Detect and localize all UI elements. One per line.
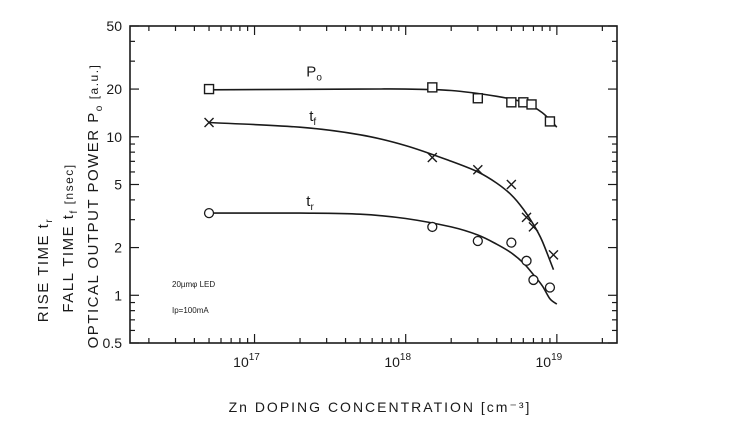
x-tick-label: 1018: [384, 352, 411, 370]
y-axis-label-rise-time: RISE TIME tr: [35, 218, 55, 322]
data-point-tf: [506, 179, 517, 190]
data-point-tr: [203, 207, 215, 219]
fit-curve-tr: [208, 212, 558, 305]
data-point-tr: [528, 274, 539, 286]
plot-area: 50 20 10 5 2 1 0.5 1017 1018 1019 Po tf tr: [103, 18, 618, 370]
fit-curve-po: [208, 88, 558, 128]
y-tick-label: 50: [106, 18, 122, 34]
data-point-tr: [544, 282, 556, 293]
data-point-po: [203, 83, 215, 95]
data-point-tr: [427, 221, 438, 233]
data-point-tf: [521, 212, 532, 223]
current-annotation: Ip=100mA: [172, 306, 209, 315]
data-point-tr: [506, 237, 517, 248]
series-label-tr: tr: [306, 193, 314, 213]
data-point-po: [472, 93, 484, 104]
series-label-po: Po: [306, 64, 322, 84]
y-axis-label-fall-time: FALL TIME tf [nsec]: [60, 163, 80, 312]
y-tick-label: 2: [114, 240, 122, 256]
y-axis-label-optical-power: OPTICAL OUTPUT POWER Po [a.u.]: [85, 64, 105, 349]
data-point-po: [506, 97, 517, 108]
data-point-tr: [521, 255, 532, 266]
y-tick-label: 5: [114, 177, 122, 193]
data-point-tf: [528, 221, 539, 232]
data-point-po: [427, 82, 438, 93]
x-tick-label: 1019: [535, 352, 562, 370]
data-point-tf: [548, 249, 559, 260]
fit-curve-tf: [208, 121, 555, 270]
data-point-tf: [472, 164, 483, 175]
device-annotation: 20µmφ LED: [172, 280, 215, 289]
x-tick-label: 1017: [233, 352, 260, 370]
data-point-po: [526, 99, 537, 110]
data-point-tf: [204, 117, 215, 128]
y-tick-label: 20: [106, 81, 122, 97]
series-label-tf: tf: [309, 108, 316, 128]
data-point-po: [544, 116, 556, 127]
y-tick-label: 10: [106, 129, 122, 145]
plot-frame: [129, 25, 618, 344]
x-axis-label: Zn DOPING CONCENTRATION [cm⁻³]: [229, 399, 532, 415]
chart-text-layer: RISE TIME tr FALL TIME tf [nsec] OPTICAL…: [35, 64, 532, 415]
data-point-tf: [427, 152, 438, 163]
data-point-tr: [472, 235, 483, 247]
y-tick-label: 1: [114, 287, 122, 303]
y-tick-label: 0.5: [103, 335, 123, 351]
